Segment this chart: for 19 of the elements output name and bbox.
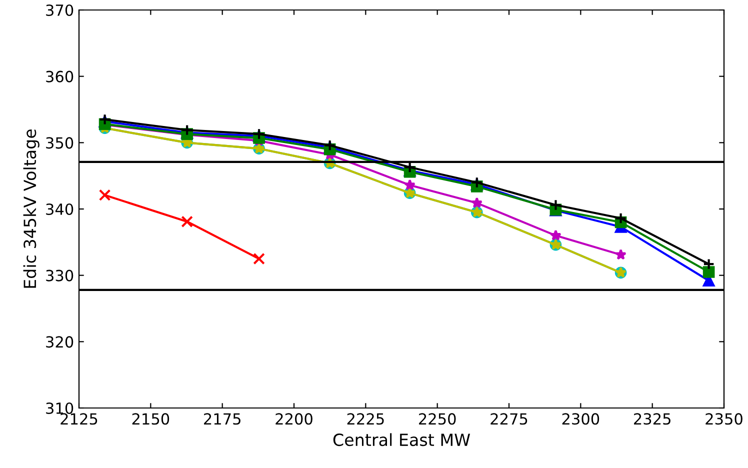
y-tick-label: 370 [46, 4, 74, 16]
x-tick-label: 2350 [706, 413, 742, 425]
x-tick-label: 2225 [347, 413, 384, 425]
x-tick-label: 2150 [132, 413, 170, 425]
y-tick-label: 310 [46, 402, 74, 414]
x-axis-title: Central East MW [333, 433, 470, 446]
x-tick-label: 2175 [204, 413, 240, 425]
x-tick-label: 2325 [634, 413, 670, 425]
y-tick-label: 330 [46, 270, 74, 282]
y-tick-label: 350 [46, 137, 74, 149]
x-tick-label: 2300 [562, 413, 600, 425]
x-tick-label: 2125 [60, 413, 98, 425]
y-axis-title: Edic 345kV Voltage [23, 129, 40, 288]
x-tick-label: 2250 [419, 413, 456, 425]
y-tick-label: 340 [46, 203, 74, 216]
y-tick-label: 360 [46, 70, 74, 82]
x-tick-label: 2275 [490, 413, 528, 425]
x-tick-label: 2200 [276, 413, 312, 425]
y-tick-label: 320 [46, 336, 74, 348]
